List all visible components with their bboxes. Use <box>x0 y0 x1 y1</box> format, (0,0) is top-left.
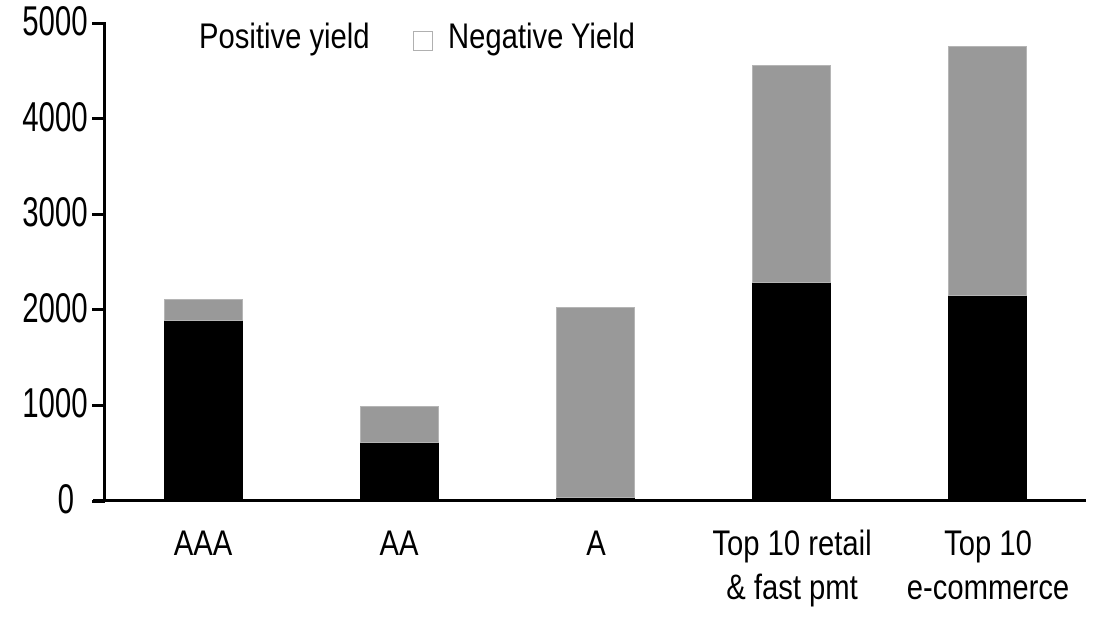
y-axis-line <box>103 22 106 502</box>
y-axis-tick-4000 <box>92 117 105 121</box>
x-axis-line <box>93 499 1086 502</box>
x-category-label-4: Top 10 retail & fast pmt <box>712 524 872 607</box>
x-category-label-2: AA <box>379 524 419 563</box>
y-axis-tick-3000 <box>92 212 105 216</box>
y-axis-tick-label-2000: 2000 <box>22 283 88 331</box>
bar-segment-negative-3 <box>556 307 635 498</box>
y-axis-tick-label-3000: 3000 <box>22 188 88 236</box>
x-category-label-3: A <box>585 524 606 563</box>
y-axis-tick-label-5000: 5000 <box>22 0 88 44</box>
legend-swatch-positive-yield-icon <box>168 31 188 51</box>
legend-swatch-negative-yield-icon <box>413 31 433 51</box>
y-axis-tick-5000 <box>92 21 105 25</box>
x-category-label-5: Top 10 e-commerce <box>906 524 1070 607</box>
bar-segment-negative-4 <box>752 65 832 284</box>
bar-segment-positive-2 <box>359 442 439 502</box>
y-axis-tick-label-0: 0 <box>57 475 74 522</box>
y-axis-tick-1000 <box>92 403 105 407</box>
y-axis-tick-label-4000: 4000 <box>22 92 88 140</box>
y-axis-tick-label-1000: 1000 <box>22 379 88 427</box>
bar-segment-negative-2 <box>359 406 439 443</box>
y-axis-tick-2000 <box>92 308 105 312</box>
bar-segment-negative-1 <box>163 299 243 322</box>
bar-segment-negative-5 <box>948 45 1028 297</box>
bar-segment-positive-4 <box>752 283 832 502</box>
bar-segment-positive-5 <box>948 296 1028 502</box>
legend-label-negative-yield: Negative Yield <box>448 17 635 56</box>
x-category-label-1: AAA <box>173 524 233 563</box>
bar-segment-positive-1 <box>163 321 243 502</box>
legend-label-positive-yield: Positive yield <box>199 17 370 56</box>
